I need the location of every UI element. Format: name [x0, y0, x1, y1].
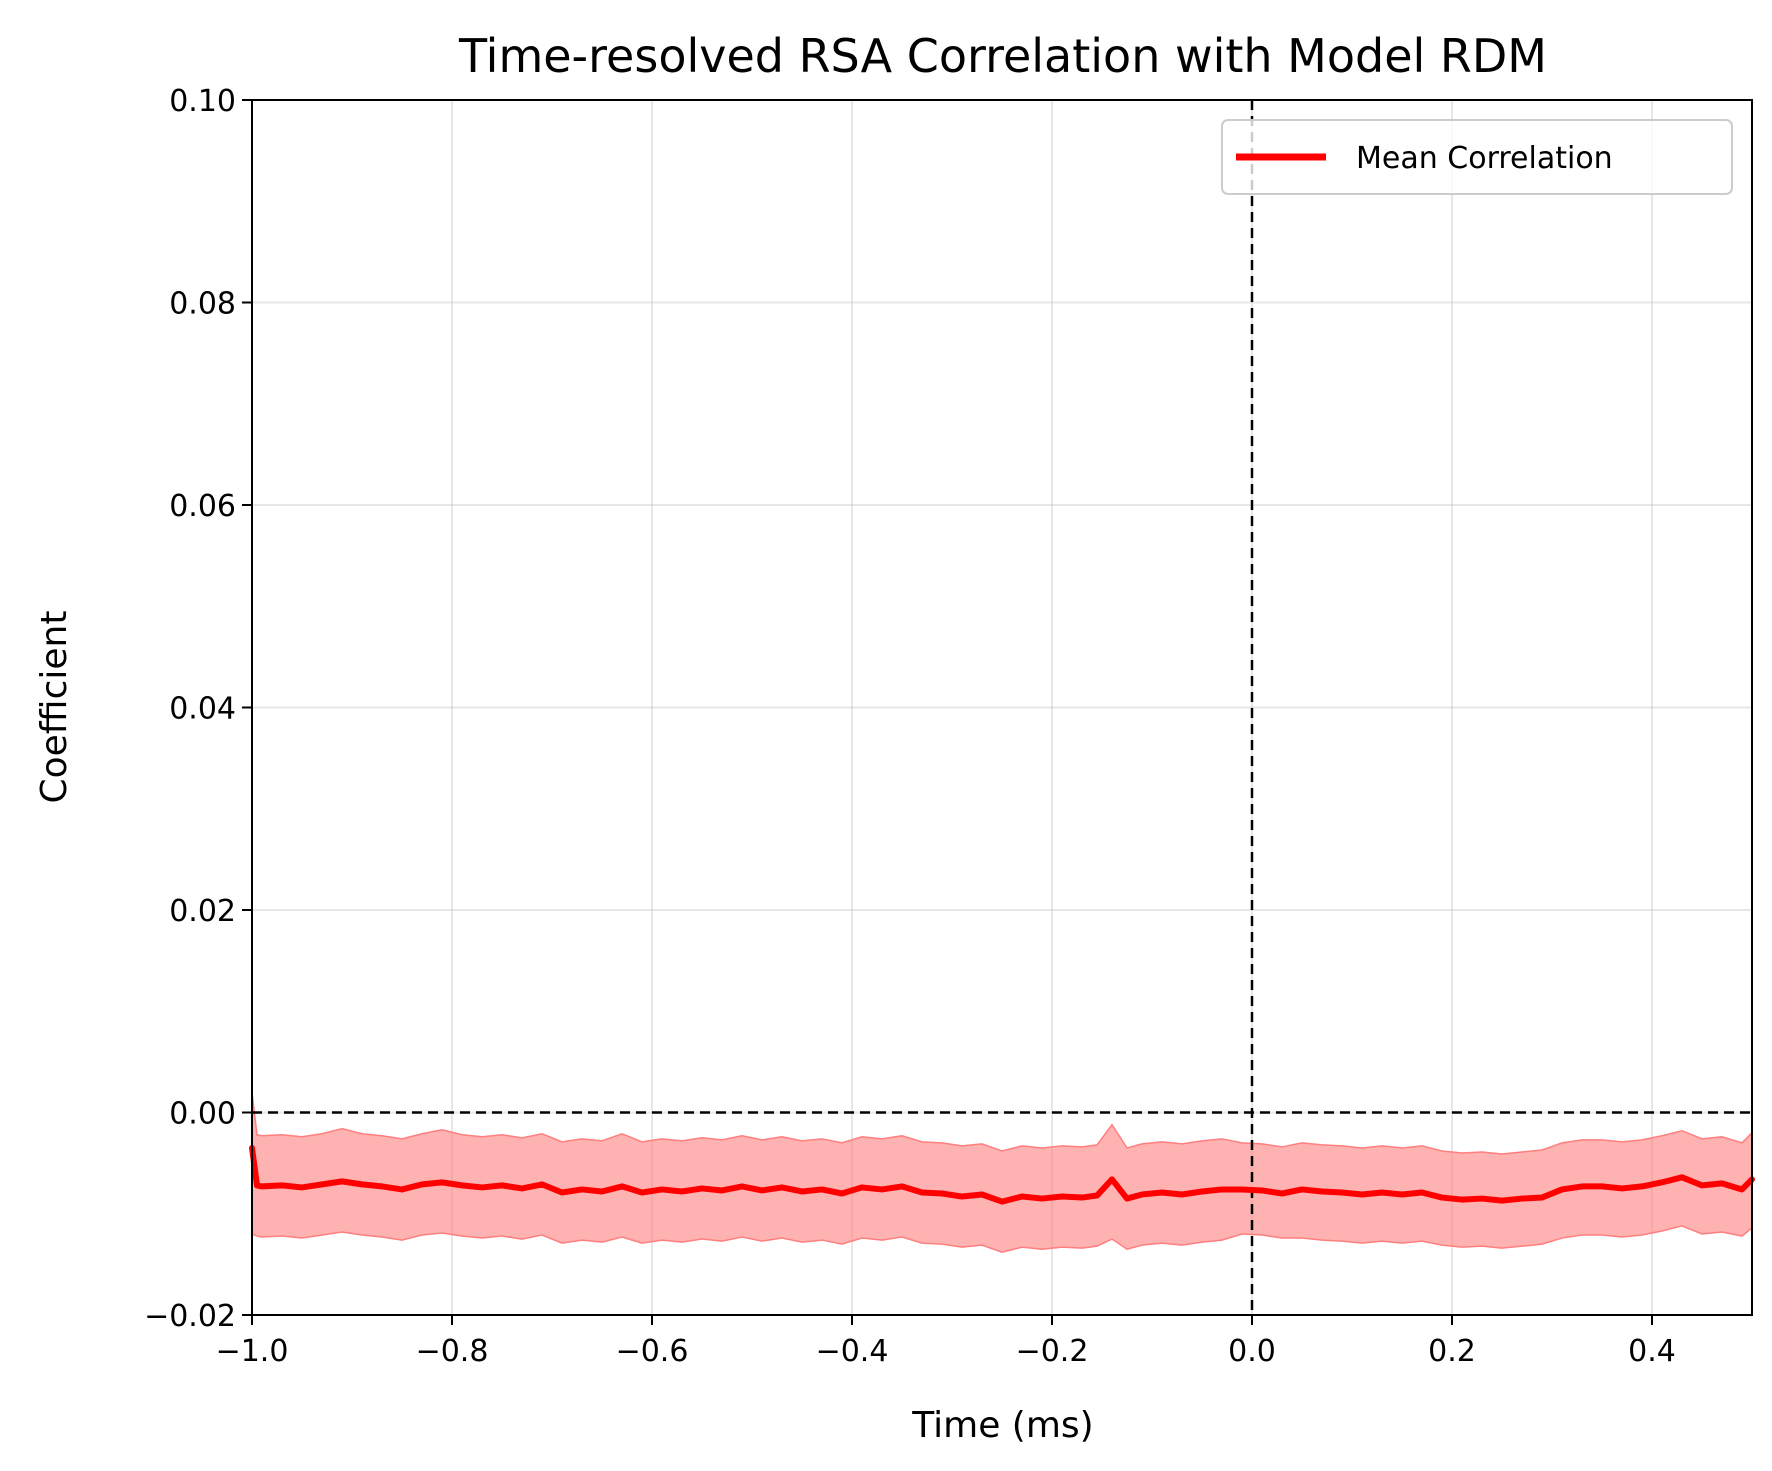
series-line-mean-correlation [249, 1144, 1755, 1205]
x-axis-label: Time (ms) [911, 1405, 1093, 1446]
series-line-layer [249, 1144, 1755, 1205]
y-tick-label: 0.06 [169, 489, 236, 524]
legend-label-mean-correlation: Mean Correlation [1356, 141, 1613, 176]
x-tick-label: −0.8 [416, 1334, 489, 1369]
x-tick-label: 0.2 [1428, 1334, 1476, 1369]
x-tick-label: 0.0 [1228, 1334, 1276, 1369]
y-axis-label: Coefficient [34, 611, 75, 804]
y-axis-ticks: −0.02 0.00 0.02 0.04 0.06 0.08 0.10 [144, 84, 252, 1334]
x-tick-label: −0.4 [816, 1334, 889, 1369]
x-tick-label: −0.6 [616, 1334, 689, 1369]
reference-lines [252, 100, 1752, 1315]
y-tick-label: 0.10 [169, 84, 236, 119]
y-tick-label: 0.04 [169, 692, 236, 727]
x-tick-label: 0.4 [1628, 1334, 1676, 1369]
x-tick-label: −0.2 [1016, 1334, 1089, 1369]
x-tick-label: −1.0 [216, 1334, 289, 1369]
y-tick-label: 0.02 [169, 894, 236, 929]
y-tick-label: −0.02 [144, 1299, 236, 1334]
y-tick-label: 0.08 [169, 287, 236, 322]
x-axis-ticks: −1.0 −0.8 −0.6 −0.4 −0.2 0.0 0.2 0.4 [216, 1315, 1676, 1369]
legend: Mean Correlation [1221, 119, 1733, 195]
y-tick-label: 0.00 [169, 1097, 236, 1132]
chart-title: Time-resolved RSA Correlation with Model… [458, 29, 1547, 83]
legend-box [1221, 119, 1733, 195]
gridlines [251, 99, 1752, 1316]
